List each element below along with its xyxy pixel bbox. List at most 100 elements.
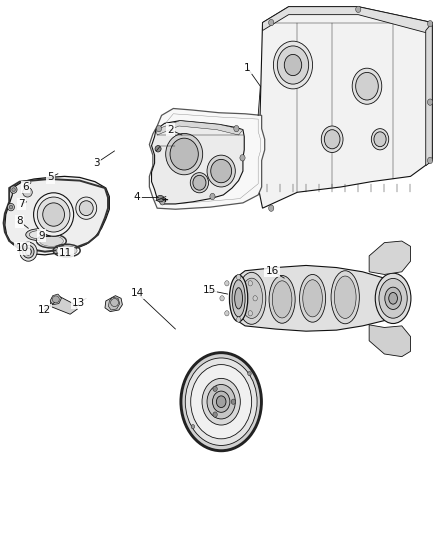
- Text: 9: 9: [38, 231, 45, 241]
- Ellipse shape: [269, 276, 295, 323]
- Polygon shape: [369, 325, 410, 357]
- Polygon shape: [149, 109, 265, 209]
- Text: 2: 2: [167, 125, 173, 135]
- Ellipse shape: [427, 157, 433, 164]
- Text: 6: 6: [22, 182, 28, 192]
- Ellipse shape: [230, 275, 248, 321]
- Ellipse shape: [248, 281, 252, 286]
- Ellipse shape: [379, 278, 407, 318]
- Ellipse shape: [166, 133, 203, 175]
- Text: 10: 10: [16, 244, 29, 254]
- Text: 5: 5: [47, 172, 54, 182]
- Ellipse shape: [43, 203, 64, 226]
- Text: 13: 13: [72, 297, 85, 308]
- Ellipse shape: [25, 248, 32, 255]
- Ellipse shape: [10, 186, 17, 193]
- Ellipse shape: [253, 296, 257, 301]
- Ellipse shape: [39, 236, 64, 246]
- Ellipse shape: [213, 412, 217, 417]
- Ellipse shape: [170, 138, 198, 170]
- Ellipse shape: [273, 41, 313, 89]
- Polygon shape: [369, 241, 410, 274]
- Ellipse shape: [268, 19, 274, 26]
- Ellipse shape: [334, 276, 356, 318]
- Ellipse shape: [12, 188, 15, 191]
- Ellipse shape: [160, 199, 165, 205]
- Ellipse shape: [324, 130, 340, 149]
- Ellipse shape: [237, 274, 241, 280]
- Ellipse shape: [375, 273, 411, 324]
- Ellipse shape: [225, 281, 229, 286]
- Ellipse shape: [52, 296, 59, 303]
- Ellipse shape: [284, 54, 302, 76]
- Ellipse shape: [331, 271, 359, 324]
- Text: 8: 8: [16, 216, 23, 227]
- Ellipse shape: [427, 99, 433, 106]
- Polygon shape: [50, 294, 61, 305]
- Ellipse shape: [156, 125, 162, 132]
- Text: 16: 16: [265, 266, 279, 276]
- Ellipse shape: [193, 175, 206, 190]
- Ellipse shape: [303, 280, 322, 317]
- Text: 4: 4: [134, 191, 141, 201]
- Ellipse shape: [202, 378, 240, 425]
- Ellipse shape: [234, 125, 239, 132]
- Polygon shape: [152, 120, 244, 204]
- Ellipse shape: [29, 231, 47, 239]
- Ellipse shape: [34, 193, 74, 236]
- Ellipse shape: [9, 205, 13, 209]
- Polygon shape: [105, 296, 122, 312]
- Ellipse shape: [185, 358, 257, 446]
- Ellipse shape: [268, 205, 274, 212]
- Ellipse shape: [23, 188, 32, 197]
- Ellipse shape: [216, 396, 226, 408]
- Ellipse shape: [191, 424, 194, 429]
- Ellipse shape: [37, 197, 70, 232]
- Ellipse shape: [191, 365, 252, 439]
- Ellipse shape: [7, 204, 14, 211]
- Ellipse shape: [156, 196, 164, 202]
- Ellipse shape: [356, 6, 361, 12]
- Ellipse shape: [385, 287, 401, 310]
- Ellipse shape: [211, 159, 232, 183]
- Ellipse shape: [76, 197, 97, 219]
- Text: 7: 7: [18, 199, 25, 209]
- Ellipse shape: [235, 288, 243, 309]
- Ellipse shape: [352, 68, 382, 104]
- Ellipse shape: [210, 193, 215, 200]
- Ellipse shape: [371, 128, 389, 150]
- Ellipse shape: [237, 272, 266, 324]
- Ellipse shape: [79, 201, 93, 216]
- Ellipse shape: [207, 155, 235, 187]
- Ellipse shape: [277, 46, 309, 84]
- Ellipse shape: [212, 391, 230, 413]
- Ellipse shape: [231, 399, 236, 405]
- Ellipse shape: [321, 126, 343, 152]
- Ellipse shape: [232, 280, 245, 317]
- Ellipse shape: [272, 281, 292, 318]
- Text: 15: 15: [203, 285, 216, 295]
- Text: 14: 14: [131, 288, 144, 298]
- Text: 11: 11: [59, 248, 72, 259]
- Ellipse shape: [220, 296, 224, 301]
- Polygon shape: [5, 176, 110, 255]
- Ellipse shape: [356, 72, 378, 100]
- Ellipse shape: [181, 353, 261, 451]
- Ellipse shape: [427, 20, 433, 27]
- Polygon shape: [262, 7, 432, 33]
- Ellipse shape: [190, 173, 208, 193]
- Polygon shape: [236, 265, 385, 331]
- Text: 1: 1: [244, 63, 251, 72]
- Ellipse shape: [389, 293, 397, 304]
- Ellipse shape: [26, 229, 51, 240]
- Ellipse shape: [111, 298, 118, 306]
- Ellipse shape: [56, 246, 77, 255]
- Ellipse shape: [225, 311, 229, 316]
- Ellipse shape: [248, 311, 252, 316]
- Polygon shape: [50, 296, 78, 314]
- Ellipse shape: [300, 274, 325, 322]
- Ellipse shape: [155, 146, 161, 152]
- Ellipse shape: [374, 132, 386, 147]
- Polygon shape: [109, 297, 120, 310]
- Ellipse shape: [248, 372, 251, 376]
